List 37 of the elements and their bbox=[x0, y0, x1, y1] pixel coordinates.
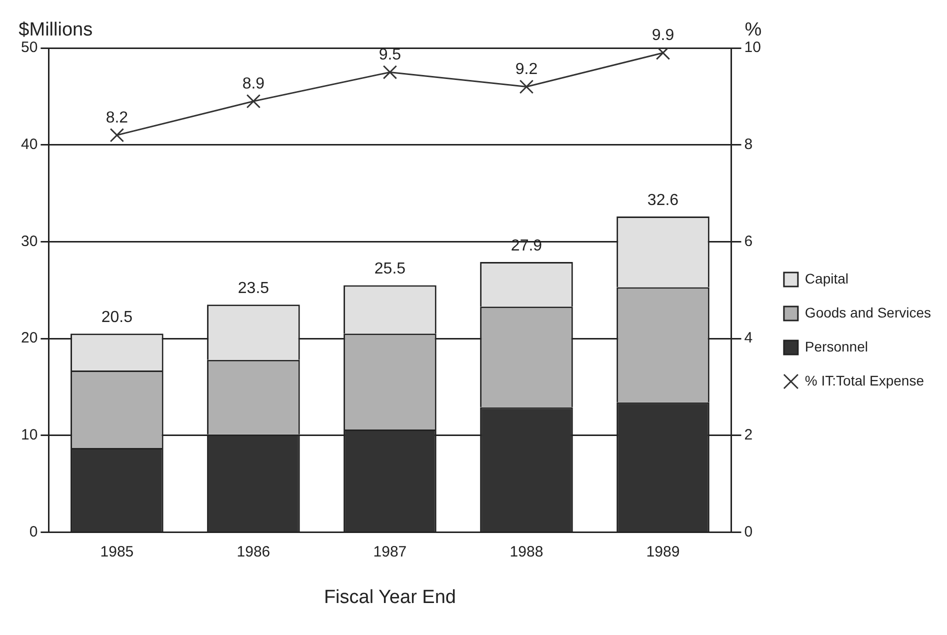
y-axis-title: $Millions bbox=[18, 20, 93, 41]
y-tick-label: 40 bbox=[20, 136, 38, 153]
point bbox=[382, 65, 398, 80]
y-tick-label: 0 bbox=[29, 523, 38, 540]
y2-tick-label: 2 bbox=[744, 426, 753, 444]
data-label: 8.9 bbox=[242, 76, 265, 93]
y2-tick-label: 10 bbox=[744, 39, 761, 56]
x-tick-label: 1985 bbox=[100, 543, 134, 560]
x-tick-label: 1989 bbox=[646, 543, 680, 560]
total-label: 32.6 bbox=[647, 192, 679, 209]
data-label: 9.2 bbox=[515, 61, 538, 78]
point bbox=[246, 94, 261, 108]
y-tick-label: 30 bbox=[20, 232, 38, 250]
legend-label: Goods and Services bbox=[804, 304, 932, 320]
legend-label: Capital bbox=[804, 270, 849, 286]
x-tick-label: 1986 bbox=[236, 543, 270, 560]
total-label: 20.5 bbox=[101, 309, 133, 326]
y-tick-label: 20 bbox=[20, 330, 38, 347]
y2-tick-label: 0 bbox=[744, 523, 753, 540]
total-label: 23.5 bbox=[238, 280, 270, 298]
data-label: 8.2 bbox=[106, 110, 128, 127]
x-tick-label: 1988 bbox=[510, 543, 544, 560]
legend-label: % IT:Total Expense bbox=[804, 372, 924, 388]
x-axis-title: Fiscal Year End bbox=[324, 586, 456, 608]
data-label: 9.9 bbox=[652, 27, 674, 44]
point bbox=[110, 128, 124, 142]
point bbox=[656, 48, 670, 60]
y2-tick-label: 8 bbox=[744, 136, 753, 153]
total-label: 25.5 bbox=[374, 260, 406, 278]
y2-tick-label: 4 bbox=[744, 330, 753, 347]
y2-axis-title: % bbox=[744, 20, 762, 41]
y-tick-label: 50 bbox=[20, 39, 38, 56]
point bbox=[519, 80, 534, 94]
legend-label: Personnel bbox=[804, 338, 868, 354]
y-tick-label: 10 bbox=[20, 426, 38, 444]
y2-tick-label: 6 bbox=[744, 232, 753, 250]
x-tick-label: 1987 bbox=[373, 543, 407, 560]
